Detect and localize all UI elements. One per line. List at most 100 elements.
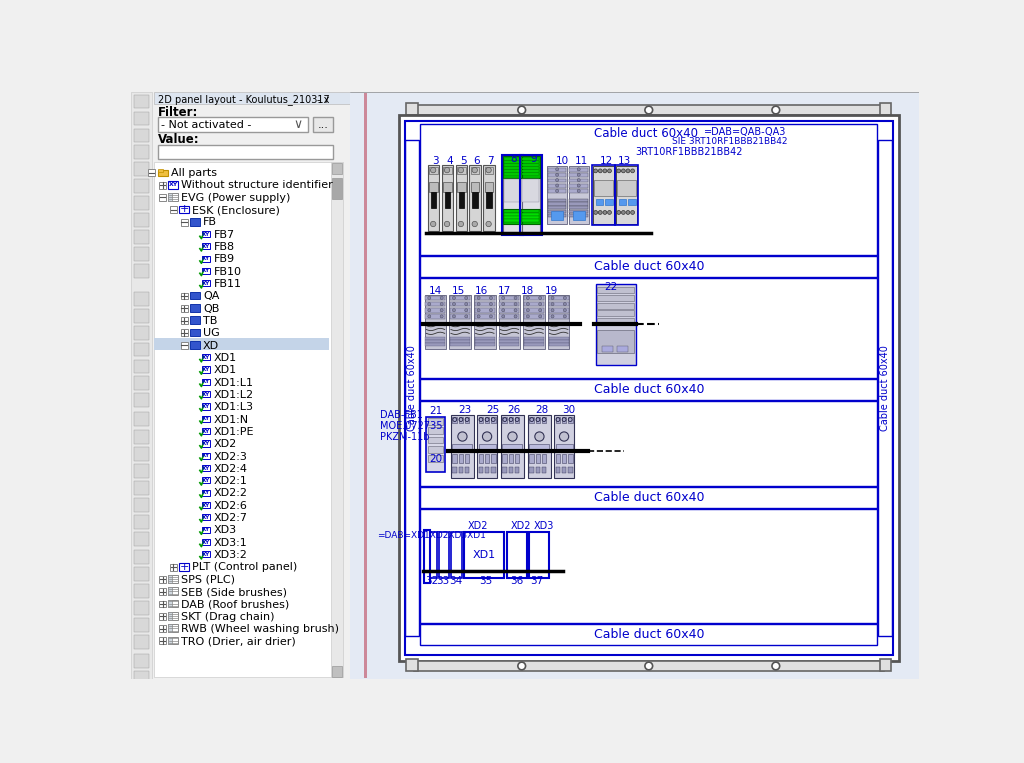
Text: 14: 14	[429, 286, 442, 296]
Text: XY: XY	[202, 417, 210, 421]
Bar	[500, 343, 519, 346]
Bar	[202, 416, 210, 422]
Bar	[509, 417, 513, 423]
Bar	[451, 308, 470, 313]
Bar	[428, 446, 443, 452]
Bar	[529, 444, 550, 449]
Bar	[521, 156, 541, 233]
Text: 20: 20	[429, 454, 442, 464]
Circle shape	[563, 309, 566, 312]
Circle shape	[428, 303, 431, 306]
Bar	[521, 208, 541, 224]
Bar	[202, 502, 210, 508]
Bar	[332, 178, 342, 199]
Bar	[444, 192, 451, 208]
Circle shape	[551, 309, 554, 312]
Bar	[548, 206, 566, 209]
Bar	[414, 105, 884, 114]
Bar	[170, 564, 177, 571]
Text: 8: 8	[511, 153, 517, 163]
Circle shape	[514, 296, 517, 299]
Bar	[134, 532, 150, 546]
Bar	[154, 92, 350, 104]
Text: QB: QB	[203, 304, 219, 314]
Bar	[562, 454, 566, 463]
Bar	[504, 213, 521, 215]
Bar	[168, 588, 172, 595]
Bar	[168, 193, 178, 201]
Text: TRO (Drier, air drier): TRO (Drier, air drier)	[181, 636, 296, 646]
Text: XD2: XD2	[468, 521, 488, 531]
Bar	[475, 295, 495, 300]
Bar	[500, 308, 519, 313]
Bar	[202, 539, 210, 545]
Bar	[528, 451, 551, 478]
Bar	[134, 291, 150, 306]
Text: XY: XY	[202, 527, 210, 532]
Bar	[521, 156, 541, 178]
Bar	[593, 166, 614, 224]
Text: 21: 21	[429, 406, 442, 416]
Bar	[549, 314, 568, 319]
Bar	[502, 155, 523, 235]
Bar	[548, 179, 566, 182]
Text: XD2: XD2	[511, 521, 531, 531]
Bar	[428, 455, 443, 462]
Bar	[134, 309, 150, 323]
Circle shape	[428, 315, 431, 318]
Circle shape	[645, 106, 652, 114]
Text: XY: XY	[202, 231, 210, 237]
Bar	[528, 415, 551, 450]
Bar	[556, 454, 560, 463]
Bar	[524, 340, 544, 343]
Bar	[134, 618, 150, 632]
Bar	[548, 184, 566, 188]
Circle shape	[502, 303, 505, 306]
Text: 35: 35	[479, 575, 493, 585]
Bar	[503, 156, 521, 233]
Bar	[420, 124, 878, 255]
Circle shape	[539, 303, 542, 306]
Bar	[451, 343, 470, 346]
Bar	[504, 161, 521, 163]
Bar	[490, 466, 496, 473]
Circle shape	[482, 432, 492, 441]
Bar	[484, 417, 489, 423]
Bar	[569, 202, 588, 205]
Bar	[568, 454, 572, 463]
Bar	[556, 417, 560, 423]
Bar	[453, 466, 457, 473]
Bar	[189, 341, 200, 349]
Bar	[597, 318, 634, 324]
Circle shape	[518, 662, 525, 670]
Text: 25: 25	[486, 405, 500, 415]
Circle shape	[477, 303, 480, 306]
Text: XY: XY	[202, 453, 210, 459]
Bar	[536, 466, 541, 473]
Bar	[597, 330, 634, 353]
Text: FB8: FB8	[214, 242, 234, 252]
Text: TB: TB	[203, 316, 217, 326]
Circle shape	[616, 211, 621, 214]
Text: ESK (Enclosure): ESK (Enclosure)	[193, 205, 280, 215]
Bar	[453, 454, 457, 463]
Bar	[443, 167, 452, 174]
Bar	[134, 264, 150, 278]
Bar	[159, 576, 166, 583]
Bar	[179, 205, 189, 213]
Bar	[407, 659, 418, 671]
Bar	[189, 304, 200, 312]
Bar	[548, 295, 569, 349]
Circle shape	[486, 221, 492, 227]
Bar	[484, 167, 494, 174]
Circle shape	[428, 296, 431, 299]
Text: 9: 9	[530, 153, 538, 163]
Bar	[501, 415, 524, 450]
Circle shape	[440, 303, 443, 306]
Text: 30: 30	[562, 405, 575, 415]
Bar	[471, 167, 479, 174]
Circle shape	[486, 167, 492, 172]
Text: XD3:2: XD3:2	[214, 550, 248, 560]
Bar	[134, 326, 150, 340]
Bar	[547, 166, 567, 224]
